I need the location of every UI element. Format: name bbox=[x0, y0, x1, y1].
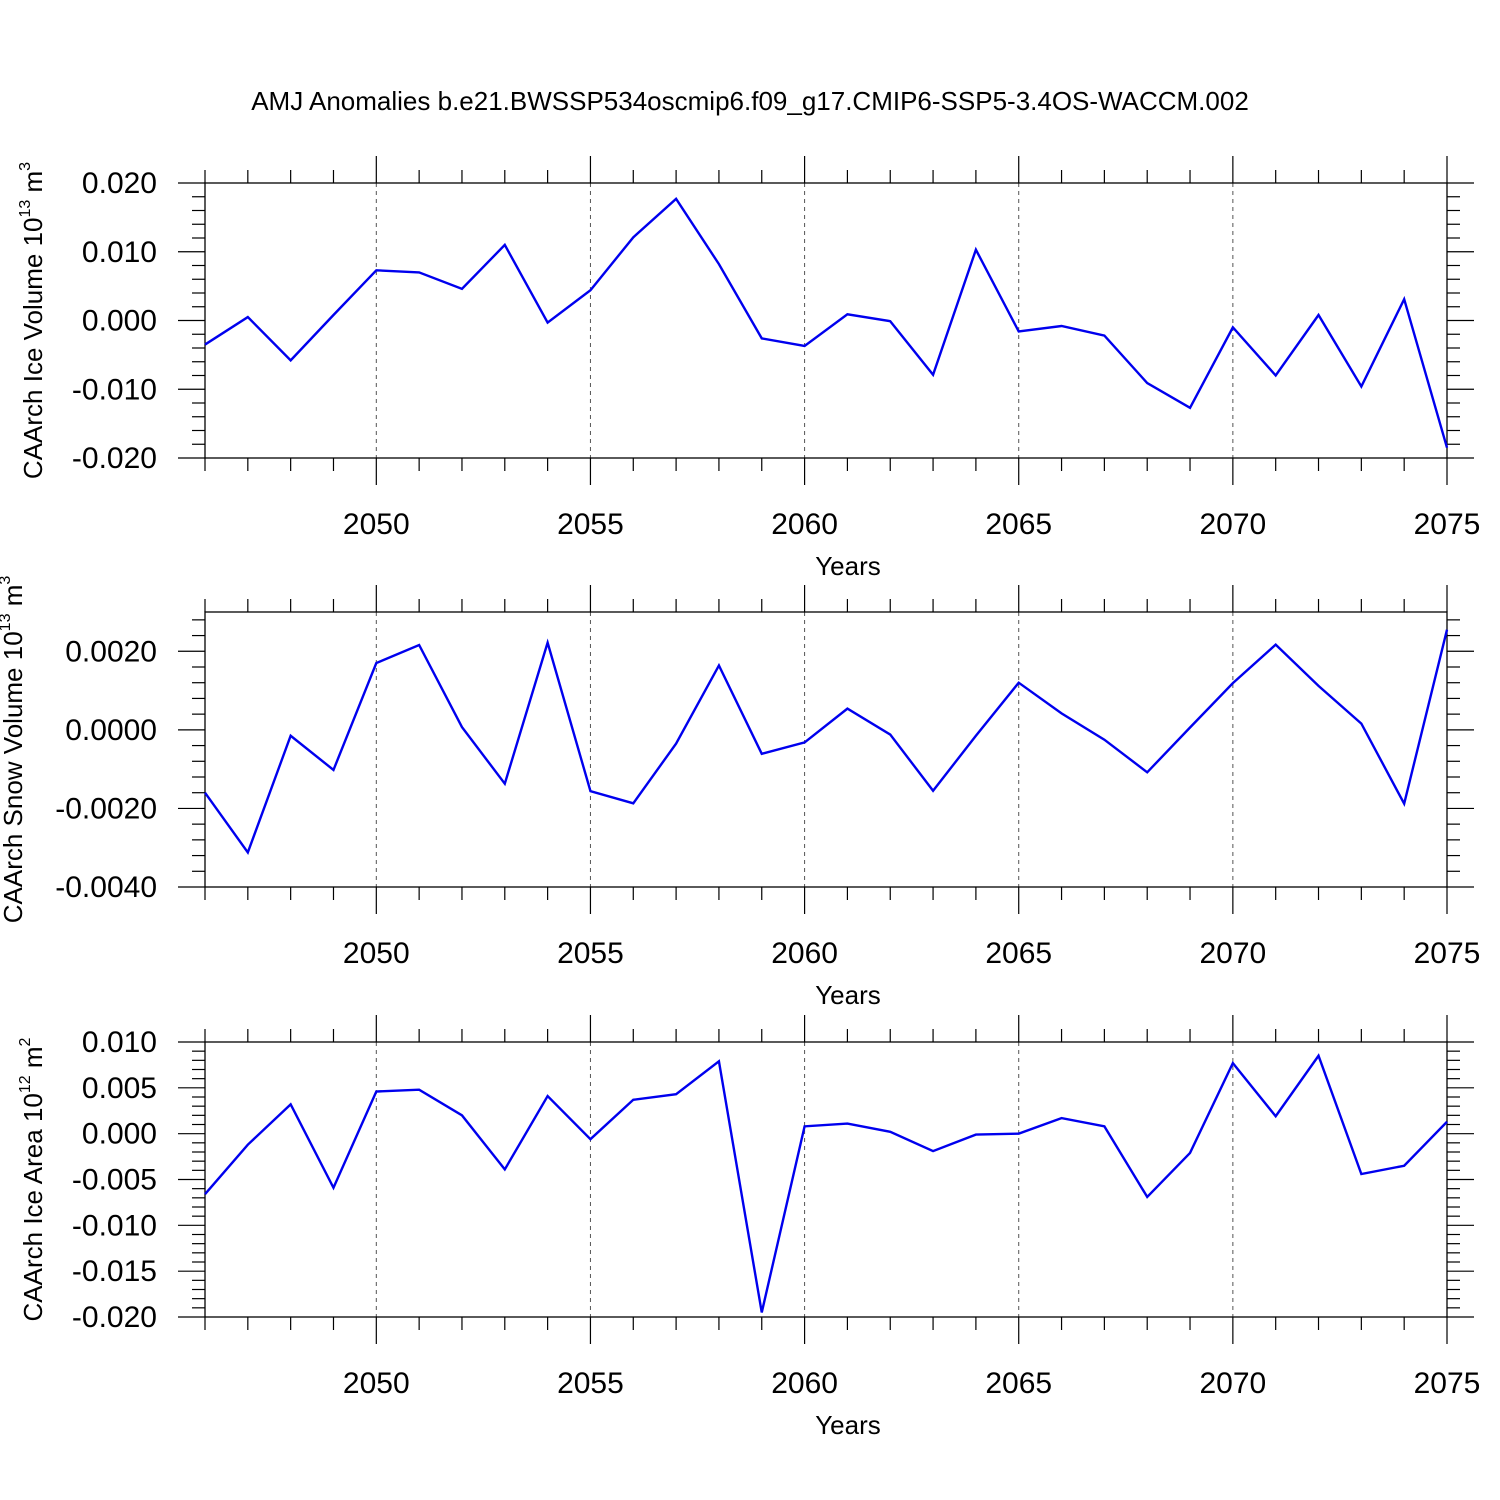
y-axis-title-unit-exponent: 3 bbox=[0, 576, 14, 585]
y-axis-title: CAArch Snow Volume 1013 m3 bbox=[0, 576, 28, 924]
x-tick-label: 2075 bbox=[1414, 937, 1481, 970]
y-axis-title: CAArch Ice Area 1012 m2 bbox=[17, 1037, 48, 1321]
x-tick-label: 2060 bbox=[771, 1367, 838, 1400]
y-tick-label: -0.0040 bbox=[55, 871, 157, 904]
x-tick-label: 2065 bbox=[985, 508, 1052, 541]
y-axis-title-exponent: 13 bbox=[0, 613, 14, 631]
y-axis-title-base: CAArch Ice Area 10 bbox=[18, 1093, 48, 1321]
y-tick-label: 0.010 bbox=[82, 1026, 157, 1059]
y-tick-label: 0.000 bbox=[82, 1118, 157, 1151]
y-tick-label: -0.0020 bbox=[55, 792, 157, 825]
y-tick-label: 0.010 bbox=[82, 236, 157, 269]
y-tick-label: -0.005 bbox=[72, 1164, 157, 1197]
x-tick-label: 2065 bbox=[985, 1367, 1052, 1400]
chart-panel-2: 2050 2055 2060 2065 2070 2075 -0.0040 -0.0020 0.… bbox=[0, 576, 1480, 1010]
y-tick-label: 0.0020 bbox=[65, 635, 157, 668]
series-line-3 bbox=[204, 1053, 1448, 1313]
plot-frame bbox=[204, 182, 1448, 459]
y-axis-title-base: CAArch Snow Volume 10 bbox=[0, 631, 28, 923]
plot-frame bbox=[204, 1041, 1448, 1318]
plot-frame bbox=[204, 611, 1448, 888]
y-tick-label: 0.020 bbox=[82, 167, 157, 200]
x-tick-label: 2055 bbox=[557, 937, 624, 970]
y-axis-title-unit-exponent: 3 bbox=[17, 162, 34, 171]
y-tick-label: -0.010 bbox=[72, 1209, 157, 1242]
x-tick-label: 2050 bbox=[343, 937, 410, 970]
y-axis-title-unit-exponent: 2 bbox=[17, 1037, 34, 1046]
y-axis-title-unit: m bbox=[18, 171, 48, 200]
x-axis-title: Years bbox=[815, 551, 881, 581]
chart-panel-3: 2050 2055 2060 2065 2070 2075 -0.020 -0.015 -0.0… bbox=[17, 1015, 1480, 1440]
y-axis-title-unit: m bbox=[18, 1046, 48, 1075]
x-tick-label: 2050 bbox=[343, 1367, 410, 1400]
x-tick-label: 2050 bbox=[343, 508, 410, 541]
x-tick-label: 2070 bbox=[1199, 1367, 1266, 1400]
y-tick-label: 0.0000 bbox=[65, 714, 157, 747]
y-axis-title-base: CAArch Ice Volume 10 bbox=[18, 218, 48, 480]
x-tick-label: 2070 bbox=[1199, 508, 1266, 541]
x-tick-label: 2055 bbox=[557, 508, 624, 541]
y-axis-title-exponent: 13 bbox=[17, 200, 34, 218]
x-tick-label: 2065 bbox=[985, 937, 1052, 970]
chart-panel-1: 2050 2055 2060 2065 2070 2075 -0.020 -0.010 0.00… bbox=[17, 156, 1480, 581]
y-axis-title-unit: m bbox=[0, 585, 28, 614]
x-axis-title: Years bbox=[815, 980, 881, 1010]
y-tick-label: 0.000 bbox=[82, 305, 157, 338]
y-axis-title-exponent: 12 bbox=[17, 1075, 34, 1093]
x-tick-label: 2060 bbox=[771, 508, 838, 541]
series-line-2 bbox=[204, 629, 1449, 855]
x-tick-label: 2075 bbox=[1414, 508, 1481, 541]
x-axis-title: Years bbox=[815, 1410, 881, 1440]
y-tick-label: -0.010 bbox=[72, 373, 157, 406]
chart-title: AMJ Anomalies b.e21.BWSSP534oscmip6.f09_… bbox=[251, 86, 1249, 116]
series-line-1 bbox=[204, 196, 1449, 449]
x-tick-label: 2075 bbox=[1414, 1367, 1481, 1400]
x-tick-label: 2070 bbox=[1199, 937, 1266, 970]
y-tick-label: -0.020 bbox=[72, 442, 157, 475]
y-tick-label: 0.005 bbox=[82, 1072, 157, 1105]
x-tick-label: 2060 bbox=[771, 937, 838, 970]
y-tick-label: -0.015 bbox=[72, 1255, 157, 1288]
y-tick-label: -0.020 bbox=[72, 1301, 157, 1334]
y-axis-title: CAArch Ice Volume 1013 m3 bbox=[17, 162, 48, 479]
panels-container: 2050 2055 2060 2065 2070 2075 -0.020 -0.010 0.00… bbox=[0, 156, 1480, 1440]
x-tick-label: 2055 bbox=[557, 1367, 624, 1400]
